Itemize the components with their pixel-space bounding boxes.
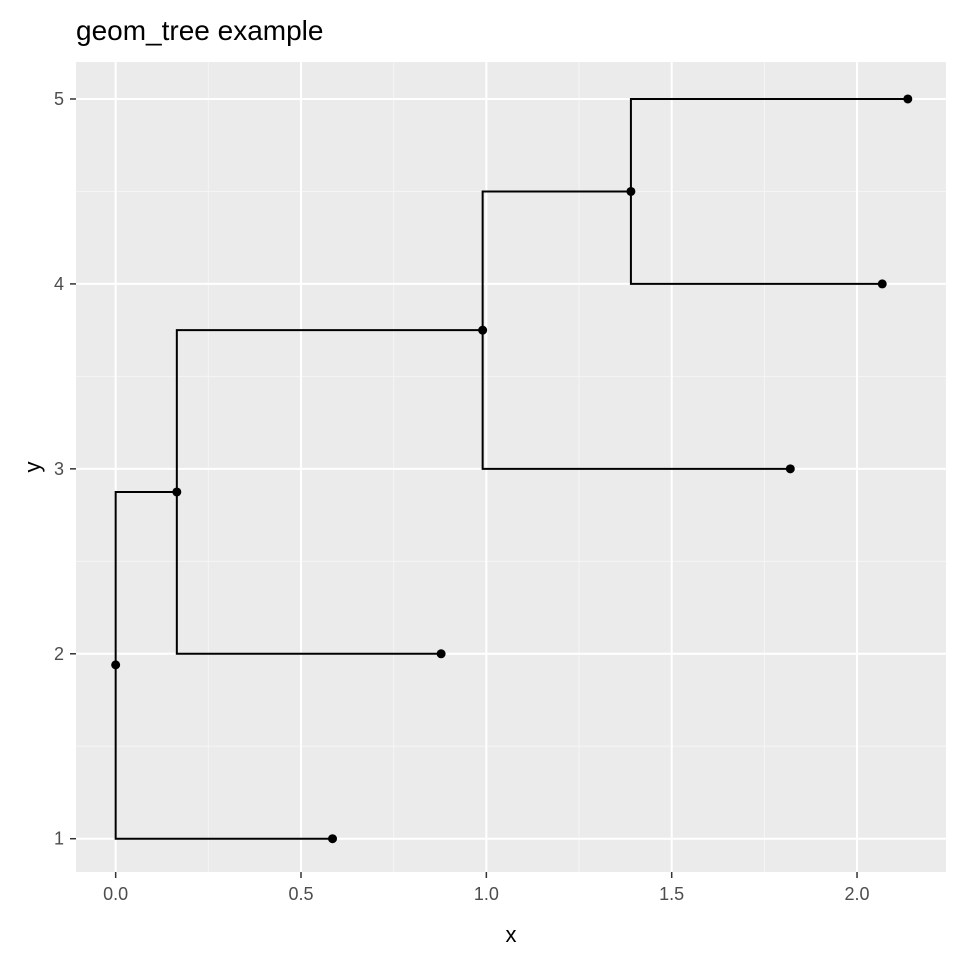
tree-edge	[481, 190, 631, 331]
y-tick-label: 2	[54, 644, 64, 664]
x-tick-label: 0.0	[103, 884, 128, 904]
tree-node-point	[785, 464, 795, 474]
x-axis-ticks: 0.0 0.5 1.0 1.5 2.0	[103, 872, 870, 904]
tree-node-point	[328, 834, 338, 844]
y-tick-label: 5	[54, 89, 64, 109]
tree-edge	[114, 664, 333, 840]
tree-node-point	[626, 186, 636, 196]
tree-node-point	[903, 94, 913, 104]
tree-node-point	[436, 649, 446, 659]
y-axis-ticks: 1 2 3 4 5	[54, 89, 76, 849]
tree-edges	[114, 97, 908, 840]
y-tick-label: 1	[54, 829, 64, 849]
tree-edge	[114, 490, 177, 665]
y-tick-label: 4	[54, 274, 64, 294]
tree-nodes	[111, 94, 913, 844]
x-tick-label: 1.0	[474, 884, 499, 904]
tree-node-point	[111, 660, 121, 670]
grid-minor	[76, 62, 946, 872]
tree-edge	[629, 191, 883, 285]
chart-title: geom_tree example	[76, 15, 323, 46]
x-tick-label: 0.5	[288, 884, 313, 904]
y-axis-title: y	[20, 462, 45, 473]
tree-node-point	[478, 325, 488, 335]
x-tick-label: 1.5	[659, 884, 684, 904]
plot-panel	[76, 62, 946, 872]
tree-edge	[629, 97, 908, 192]
grid-major	[76, 62, 946, 872]
tree-edge	[175, 491, 442, 655]
tree-edge	[481, 330, 791, 470]
x-axis-title: x	[506, 922, 517, 947]
y-tick-label: 3	[54, 459, 64, 479]
tree-node-point	[877, 279, 887, 289]
x-tick-label: 2.0	[845, 884, 870, 904]
tree-edge	[175, 329, 483, 492]
tree-node-point	[172, 487, 182, 497]
